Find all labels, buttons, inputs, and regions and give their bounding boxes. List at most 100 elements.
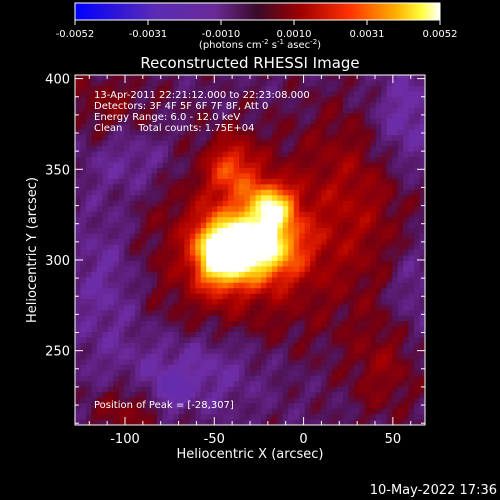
heatmap-cell <box>250 85 257 93</box>
heatmap-cell <box>326 408 333 415</box>
heatmap-cell <box>124 337 131 344</box>
heatmap-cell <box>326 80 333 87</box>
heatmap-cell <box>304 392 311 399</box>
heatmap-cell <box>332 189 339 196</box>
heatmap-cell <box>353 80 360 87</box>
heatmap-cell <box>217 266 224 273</box>
heatmap-cell <box>277 310 284 317</box>
heatmap-cell <box>342 271 350 278</box>
heatmap-cell <box>414 353 421 360</box>
heatmap-cell <box>348 167 355 175</box>
heatmap-cell <box>315 189 322 196</box>
heatmap-cell <box>222 113 229 120</box>
heatmap-cell <box>195 299 202 306</box>
heatmap-cell <box>299 167 306 175</box>
chart-title: Reconstructed RHESSI Image <box>140 54 359 72</box>
heatmap-cell <box>260 233 268 240</box>
heatmap-cell <box>364 75 371 82</box>
heatmap-cell <box>255 113 262 120</box>
heatmap-cell <box>271 353 278 360</box>
heatmap-cell <box>408 102 415 109</box>
heatmap-cell <box>419 167 425 175</box>
heatmap-cell <box>195 255 202 262</box>
x-tick-label: 50 <box>385 432 402 447</box>
heatmap-cell <box>381 414 388 421</box>
heatmap-cell <box>135 80 142 87</box>
heatmap-cell <box>113 151 120 158</box>
heatmap-cell <box>321 359 328 366</box>
heatmap-cell <box>239 195 246 202</box>
heatmap-cell <box>299 107 306 114</box>
heatmap-cell <box>135 244 142 251</box>
heatmap-cell <box>310 260 317 268</box>
heatmap-cell <box>222 414 229 421</box>
heatmap-cell <box>310 118 317 125</box>
heatmap-cell <box>337 135 344 142</box>
heatmap-cell <box>184 299 191 306</box>
heatmap-cell <box>326 250 333 257</box>
heatmap-cell <box>239 321 246 328</box>
heatmap-cell <box>304 315 311 322</box>
heatmap-cell <box>386 250 393 257</box>
heatmap-cell <box>173 184 180 191</box>
heatmap-cell <box>135 135 142 142</box>
heatmap-cell <box>304 348 311 355</box>
heatmap-cell <box>260 167 268 175</box>
heatmap-cell <box>271 189 278 196</box>
heatmap-cell <box>381 326 388 333</box>
heatmap-cell <box>233 228 240 235</box>
heatmap-cell <box>310 337 317 344</box>
heatmap-cell <box>419 200 425 207</box>
heatmap-cell <box>381 419 388 425</box>
heatmap-cell <box>397 381 404 388</box>
heatmap-cell <box>157 206 164 213</box>
heatmap-cell <box>255 162 262 169</box>
heatmap-cell <box>299 392 306 399</box>
heatmap-cell <box>195 321 202 328</box>
heatmap-cell <box>266 206 273 213</box>
heatmap-cell <box>135 414 142 421</box>
heatmap-cell <box>167 414 175 421</box>
heatmap-cell <box>271 107 278 114</box>
heatmap-cell <box>167 386 175 393</box>
heatmap-cell <box>288 386 295 393</box>
heatmap-cell <box>386 386 393 393</box>
heatmap-cell <box>332 157 339 164</box>
heatmap-cell <box>304 255 311 262</box>
heatmap-cell <box>217 359 224 366</box>
heatmap-cell <box>75 173 82 180</box>
heatmap-cell <box>315 392 322 399</box>
heatmap-cell <box>255 222 262 229</box>
heatmap-cell <box>107 337 114 344</box>
heatmap-cell <box>151 91 158 98</box>
heatmap-cell <box>299 370 306 377</box>
heatmap-cell <box>184 403 191 410</box>
heatmap-cell <box>337 189 344 196</box>
heatmap-cell <box>282 321 289 328</box>
heatmap-cell <box>189 419 196 425</box>
heatmap-cell <box>342 228 350 235</box>
heatmap-cell <box>392 228 399 235</box>
heatmap-cell <box>414 310 421 317</box>
heatmap-cell <box>299 151 306 158</box>
heatmap-cell <box>140 392 147 399</box>
heatmap-cell <box>118 96 125 103</box>
heatmap-cell <box>135 250 142 257</box>
heatmap-cell <box>124 359 131 366</box>
heatmap-cell <box>206 386 213 393</box>
heatmap-cell <box>315 173 322 180</box>
heatmap-cell <box>397 375 404 382</box>
heatmap-cell <box>342 359 350 366</box>
heatmap-cell <box>211 244 218 251</box>
heatmap-cell <box>195 129 202 136</box>
heatmap-cell <box>228 326 235 333</box>
heatmap-cell <box>239 370 246 377</box>
heatmap-cell <box>239 342 246 350</box>
heatmap-cell <box>135 189 142 196</box>
heatmap-cell <box>211 206 218 213</box>
heatmap-cell <box>151 375 158 382</box>
heatmap-cell <box>75 282 82 289</box>
heatmap-cell <box>403 157 410 164</box>
heatmap-cell <box>75 397 82 404</box>
heatmap-cell <box>299 80 306 87</box>
